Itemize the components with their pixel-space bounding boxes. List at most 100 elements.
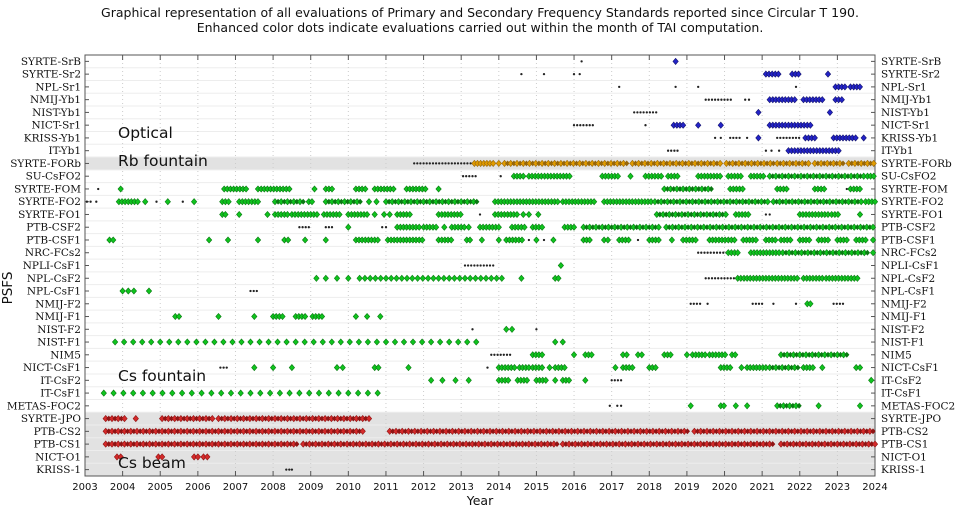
row-points-NICT-CsF1 xyxy=(219,364,864,372)
group-label-rb-fountain: Rb fountain xyxy=(118,152,208,170)
row-points-IT-CsF2 xyxy=(428,376,875,384)
row-points-SYRTE-FO1 xyxy=(219,210,864,219)
y-axis-labels-left: SYRTE-SrBSYRTE-Sr2NPL-Sr1NMIJ-Yb1NIST-Yb… xyxy=(7,56,82,476)
svg-text:NIST-Yb1: NIST-Yb1 xyxy=(881,107,930,119)
svg-text:2014: 2014 xyxy=(486,482,511,493)
svg-text:KRISS-Yb1: KRISS-Yb1 xyxy=(881,132,938,144)
svg-text:NPL-Sr1: NPL-Sr1 xyxy=(881,81,927,93)
row-points-IT-CsF1 xyxy=(100,389,381,397)
svg-text:SU-CsFO2: SU-CsFO2 xyxy=(881,171,936,183)
svg-text:NIST-Yb1: NIST-Yb1 xyxy=(32,107,81,119)
svg-text:2016: 2016 xyxy=(561,482,586,493)
svg-text:2012: 2012 xyxy=(411,482,436,493)
svg-text:NICT-CsF1: NICT-CsF1 xyxy=(23,362,81,374)
svg-text:2005: 2005 xyxy=(148,482,173,493)
svg-text:NIM5: NIM5 xyxy=(50,349,81,361)
svg-text:2019: 2019 xyxy=(674,482,699,493)
svg-text:2011: 2011 xyxy=(373,482,398,493)
svg-text:2010: 2010 xyxy=(336,482,361,493)
data-points xyxy=(85,57,879,471)
svg-text:SYRTE-FOM: SYRTE-FOM xyxy=(14,183,81,195)
svg-text:NICT-O1: NICT-O1 xyxy=(881,451,927,463)
chart-title-line1: Graphical representation of all evaluati… xyxy=(101,5,859,20)
svg-text:NPL-Sr1: NPL-Sr1 xyxy=(35,81,81,93)
svg-text:NIST-F1: NIST-F1 xyxy=(881,337,925,349)
svg-text:NICT-Sr1: NICT-Sr1 xyxy=(881,120,930,132)
svg-text:SYRTE-Sr2: SYRTE-Sr2 xyxy=(881,69,940,81)
svg-text:NMIJ-Yb1: NMIJ-Yb1 xyxy=(881,94,932,106)
svg-text:PTB-CSF2: PTB-CSF2 xyxy=(881,222,936,234)
svg-text:SYRTE-FORb: SYRTE-FORb xyxy=(10,158,81,170)
svg-text:SYRTE-FO2: SYRTE-FO2 xyxy=(18,196,81,208)
svg-text:SYRTE-FOM: SYRTE-FOM xyxy=(881,183,948,195)
row-points-NMIJ-F1 xyxy=(172,312,384,321)
svg-text:SYRTE-JPO: SYRTE-JPO xyxy=(21,413,82,425)
svg-text:NRC-FCs2: NRC-FCs2 xyxy=(881,247,937,259)
row-points-KRISS-Yb1 xyxy=(713,134,867,142)
svg-text:2015: 2015 xyxy=(524,482,549,493)
svg-text:SYRTE-SrB: SYRTE-SrB xyxy=(881,56,941,68)
svg-text:NIM5: NIM5 xyxy=(881,349,912,361)
row-points-NIST-F1 xyxy=(112,338,566,346)
row-points-SU-CsFO2 xyxy=(461,172,877,180)
group-label-cs-beam: Cs beam xyxy=(118,454,186,472)
row-points-NPL-CsF2 xyxy=(313,274,861,282)
row-points-SYRTE-FOM xyxy=(97,185,863,193)
svg-text:NICT-CsF1: NICT-CsF1 xyxy=(881,362,939,374)
row-points-PTB-CS2 xyxy=(102,427,876,435)
svg-text:IT-CsF1: IT-CsF1 xyxy=(881,388,922,400)
svg-text:IT-Yb1: IT-Yb1 xyxy=(881,145,914,157)
svg-text:2021: 2021 xyxy=(749,482,774,493)
svg-text:2009: 2009 xyxy=(298,482,323,493)
row-points-NPL-CsF1 xyxy=(119,287,258,295)
row-points-NRC-FCs2 xyxy=(697,249,877,257)
svg-text:2008: 2008 xyxy=(260,482,285,493)
svg-text:NPL-CsF2: NPL-CsF2 xyxy=(881,273,935,285)
svg-text:PTB-CS1: PTB-CS1 xyxy=(881,439,928,451)
svg-text:KRISS-1: KRISS-1 xyxy=(36,464,81,476)
svg-text:PTB-CS1: PTB-CS1 xyxy=(34,439,81,451)
gridlines xyxy=(85,55,875,476)
svg-text:IT-CsF2: IT-CsF2 xyxy=(881,375,922,387)
svg-text:2024: 2024 xyxy=(862,482,887,493)
row-points-NMIJ-F2 xyxy=(689,300,845,308)
row-points-SYRTE-JPO xyxy=(102,415,373,423)
svg-text:2013: 2013 xyxy=(448,482,473,493)
svg-text:2018: 2018 xyxy=(637,482,662,493)
row-points-NIST-F2 xyxy=(471,325,538,333)
svg-text:2003: 2003 xyxy=(72,482,97,493)
y-axis-title: PSFS xyxy=(0,271,16,305)
row-points-SYRTE-SrB xyxy=(580,57,679,65)
svg-text:NICT-O1: NICT-O1 xyxy=(35,451,81,463)
svg-text:SYRTE-FO1: SYRTE-FO1 xyxy=(881,209,944,221)
svg-text:NMIJ-F1: NMIJ-F1 xyxy=(881,311,927,323)
svg-text:NPLI-CsF1: NPLI-CsF1 xyxy=(23,260,81,272)
svg-text:SU-CsFO2: SU-CsFO2 xyxy=(26,171,81,183)
svg-text:PTB-CS2: PTB-CS2 xyxy=(881,426,928,438)
svg-text:SYRTE-FORb: SYRTE-FORb xyxy=(881,158,952,170)
svg-text:IT-CsF2: IT-CsF2 xyxy=(40,375,81,387)
svg-text:PTB-CSF1: PTB-CSF1 xyxy=(26,234,81,246)
svg-text:2023: 2023 xyxy=(825,482,850,493)
row-points-METAS-FOC2 xyxy=(608,402,864,410)
svg-text:METAS-FOC2: METAS-FOC2 xyxy=(7,400,81,412)
row-points-PTB-CSF2 xyxy=(298,223,877,231)
row-points-NPL-Sr1 xyxy=(618,83,863,91)
row-points-NMIJ-Yb1 xyxy=(704,96,845,104)
x-axis-title: Year xyxy=(466,493,494,508)
svg-text:NIST-F1: NIST-F1 xyxy=(37,337,81,349)
svg-text:NMIJ-F2: NMIJ-F2 xyxy=(35,298,81,310)
svg-text:PTB-CSF2: PTB-CSF2 xyxy=(26,222,81,234)
svg-text:2020: 2020 xyxy=(712,482,737,493)
svg-text:KRISS-Yb1: KRISS-Yb1 xyxy=(24,132,81,144)
svg-text:NPL-CsF1: NPL-CsF1 xyxy=(881,286,935,298)
row-points-KRISS-1 xyxy=(285,468,294,471)
svg-text:NICT-Sr1: NICT-Sr1 xyxy=(32,120,81,132)
y-axis-labels-right: SYRTE-SrBSYRTE-Sr2NPL-Sr1NMIJ-Yb1NIST-Yb… xyxy=(881,56,955,476)
row-points-SYRTE-FORb xyxy=(413,159,877,167)
row-points-IT-Yb1 xyxy=(666,147,842,155)
row-points-SYRTE-Sr2 xyxy=(520,70,832,78)
svg-text:NMIJ-F1: NMIJ-F1 xyxy=(35,311,81,323)
